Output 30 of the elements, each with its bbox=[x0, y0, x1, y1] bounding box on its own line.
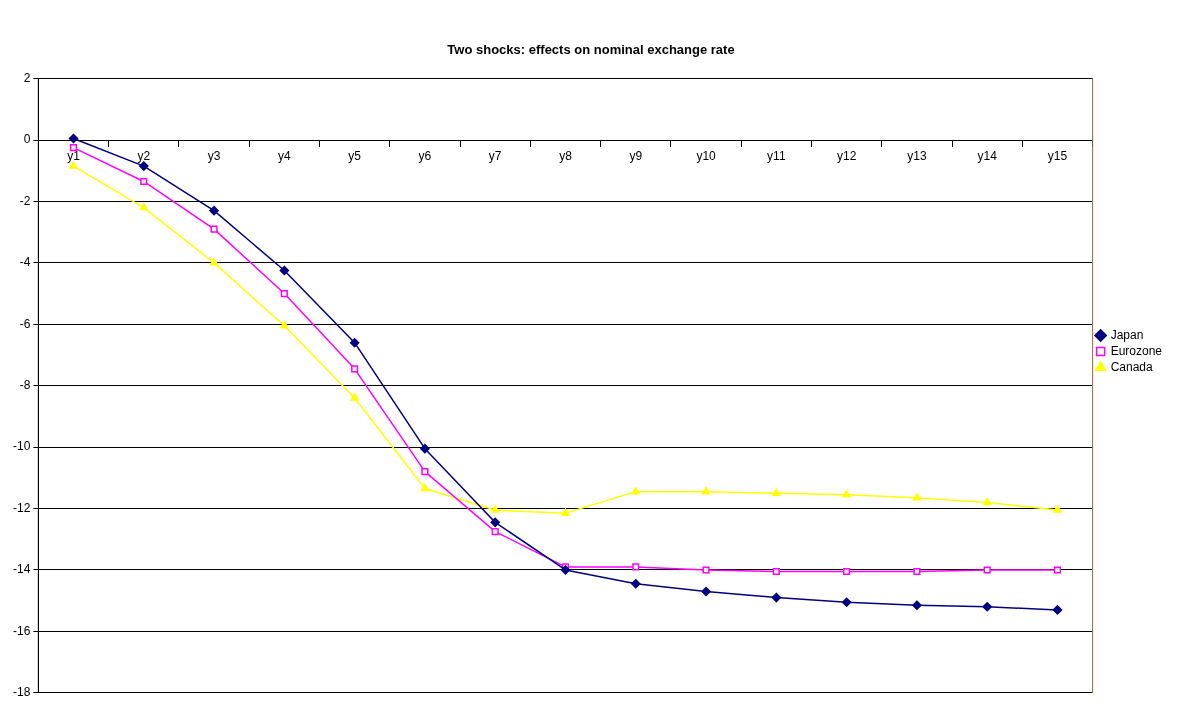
x-tick-label: y6 bbox=[418, 148, 432, 163]
x-tick-label: y9 bbox=[629, 148, 643, 163]
y-tick-label: 0 bbox=[23, 132, 31, 147]
x-tick-label: y4 bbox=[278, 148, 291, 163]
x-tick-label: y15 bbox=[1047, 148, 1068, 163]
y-tick-label: -4 bbox=[19, 255, 31, 270]
y-tick-label: -6 bbox=[19, 316, 31, 331]
y-tick-label: -18 bbox=[13, 685, 31, 700]
y-tick-label: -10 bbox=[13, 439, 31, 454]
x-tick-label: y12 bbox=[836, 148, 857, 163]
x-tick-label: y7 bbox=[488, 148, 502, 163]
x-tick-label: y2 bbox=[137, 148, 151, 163]
y-tick-label: -8 bbox=[19, 378, 31, 393]
y-tick-label: 2 bbox=[23, 70, 31, 85]
x-tick-label: y14 bbox=[977, 148, 998, 163]
y-tick-label: -12 bbox=[13, 500, 31, 515]
x-tick-label: y10 bbox=[696, 148, 717, 163]
y-tick-label: -16 bbox=[13, 623, 31, 638]
x-tick-label: y5 bbox=[348, 148, 362, 163]
legend-label: Japan bbox=[1110, 327, 1144, 342]
y-tick-label: -14 bbox=[13, 562, 31, 577]
x-tick-label: y13 bbox=[907, 148, 927, 163]
chart-title: Two shocks: effects on nominal exchange rate bbox=[447, 42, 735, 58]
y-tick-label: -2 bbox=[19, 193, 31, 208]
legend-label: Canada bbox=[1110, 359, 1153, 374]
x-tick-label: y1 bbox=[67, 148, 81, 163]
legend-label: Eurozone bbox=[1110, 343, 1163, 358]
x-tick-label: y3 bbox=[207, 148, 221, 163]
x-tick-label: y11 bbox=[767, 148, 786, 163]
x-tick-label: y8 bbox=[559, 148, 573, 163]
